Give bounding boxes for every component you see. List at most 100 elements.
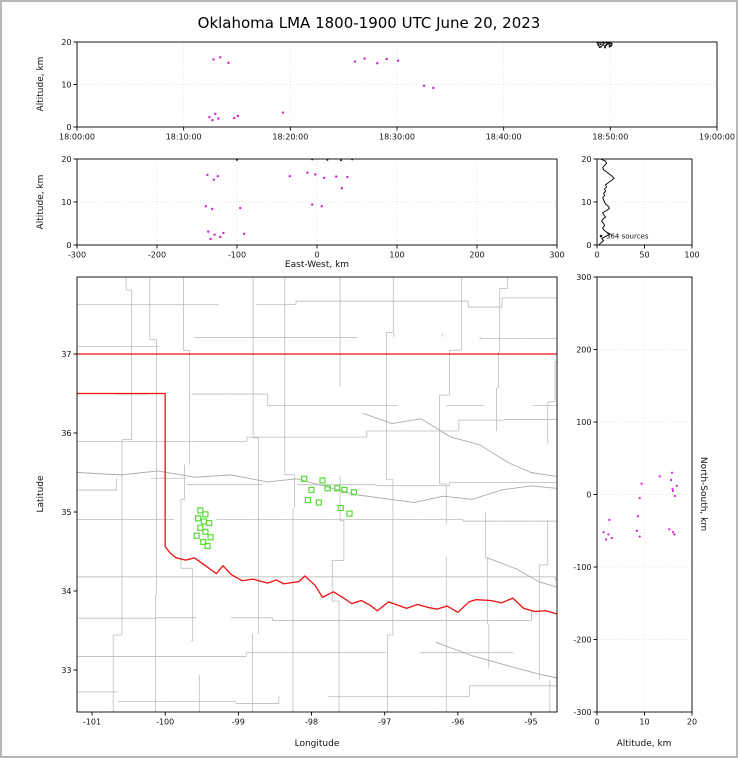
tick-label: -100 bbox=[156, 718, 174, 727]
source-dot bbox=[671, 487, 674, 490]
source-dot bbox=[636, 515, 639, 518]
tick-label: 20 bbox=[581, 155, 591, 164]
panel-content bbox=[208, 42, 613, 122]
panel-time_height: 18:00:00 18:10:00 18:20:00 18:30:00 18:40:00… bbox=[59, 38, 735, 142]
tick-label: 20 bbox=[61, 155, 71, 164]
source-dot bbox=[607, 42, 610, 45]
tick-label: 10 bbox=[61, 198, 71, 207]
panel-content bbox=[204, 159, 354, 241]
tick-label: 200 bbox=[576, 345, 591, 354]
tick-label: -98 bbox=[305, 718, 318, 727]
axis-ticks bbox=[73, 353, 532, 716]
tick-label: -300 bbox=[573, 708, 591, 717]
flash-marker bbox=[204, 542, 211, 550]
grid-lines bbox=[596, 276, 693, 713]
source-dot bbox=[219, 56, 222, 59]
source-dot bbox=[396, 59, 400, 62]
source-dot bbox=[668, 528, 671, 531]
flash-marker bbox=[337, 504, 344, 512]
tick-label: 10 bbox=[61, 80, 71, 89]
tick-label: 0 bbox=[586, 241, 591, 250]
panel-content: 364 sources bbox=[598, 159, 649, 245]
flash-marker bbox=[207, 534, 214, 541]
tick-label: 36 bbox=[61, 429, 71, 438]
source-count-trace bbox=[598, 159, 615, 245]
source-dot bbox=[213, 233, 216, 236]
axis-label-altitude-ns-panel: Altitude, km bbox=[616, 739, 672, 749]
source-dot bbox=[239, 206, 242, 210]
tick-label: -200 bbox=[148, 251, 166, 260]
source-dot bbox=[320, 205, 323, 208]
lma-sources bbox=[602, 471, 678, 541]
flash-marker bbox=[197, 524, 204, 531]
tick-label: 19:00:00 bbox=[699, 133, 735, 142]
tick-label: 100 bbox=[389, 251, 404, 260]
source-dot bbox=[640, 482, 643, 485]
source-dot bbox=[363, 57, 366, 60]
flash-marker bbox=[346, 510, 353, 517]
figure-title: Oklahoma LMA 1800-1900 UTC June 20, 2023 bbox=[197, 14, 541, 32]
panel-content bbox=[77, 277, 557, 712]
source-dot bbox=[340, 187, 343, 190]
source-dot bbox=[211, 207, 214, 211]
source-dot bbox=[635, 529, 639, 532]
panel-content bbox=[602, 471, 678, 541]
source-dot bbox=[608, 518, 611, 521]
source-dot bbox=[214, 112, 217, 116]
source-dot bbox=[602, 531, 605, 534]
tick-label: 33 bbox=[61, 666, 71, 675]
flash-marker bbox=[315, 499, 322, 506]
source-dot bbox=[604, 538, 608, 541]
source-dot bbox=[209, 237, 212, 241]
source-dot bbox=[232, 116, 236, 120]
sources-legend-dot bbox=[599, 234, 603, 238]
flash-marker bbox=[200, 538, 207, 546]
flash-marker bbox=[304, 497, 311, 504]
tick-label: 50 bbox=[639, 251, 649, 260]
flash-marker bbox=[194, 515, 202, 522]
tick-label: -300 bbox=[68, 251, 86, 260]
source-dot bbox=[288, 175, 291, 178]
flash-marker bbox=[324, 485, 331, 492]
tick-label: -97 bbox=[378, 718, 391, 727]
source-dot bbox=[376, 62, 379, 65]
source-dot bbox=[671, 531, 675, 534]
rivers bbox=[77, 412, 557, 679]
tick-labels: -300 -200 -100 0 100 200 300 0 10 20 bbox=[61, 155, 564, 260]
source-dot bbox=[217, 117, 220, 120]
tick-label: 0 bbox=[594, 718, 599, 727]
tick-label: -99 bbox=[232, 718, 245, 727]
flash-marker bbox=[202, 511, 209, 518]
flash-marker bbox=[193, 532, 200, 539]
tick-label: 100 bbox=[576, 418, 591, 427]
tick-label: 10 bbox=[581, 198, 591, 207]
source-dot bbox=[227, 61, 230, 65]
tick-label: 300 bbox=[549, 251, 564, 260]
source-dot bbox=[353, 60, 357, 63]
source-dot bbox=[219, 235, 222, 239]
tick-label: 18:30:00 bbox=[379, 133, 415, 142]
county-borders bbox=[77, 277, 557, 712]
flash-marker bbox=[200, 518, 208, 525]
source-dot bbox=[610, 42, 613, 45]
tick-label: 18:40:00 bbox=[486, 133, 522, 142]
source-dot bbox=[671, 489, 675, 492]
source-dot bbox=[314, 173, 317, 176]
source-dot bbox=[670, 478, 673, 482]
tick-labels: 0 50 100 0 10 20 bbox=[581, 155, 699, 260]
source-dot bbox=[385, 57, 388, 61]
panel-source_histogram: 364 sources 0 50 100 0 10 20 bbox=[581, 155, 699, 260]
source-dot bbox=[638, 497, 641, 500]
panel-map: -101 -100 -99 -98 -97 -96 -95 33 34 35 36 37 bbox=[61, 276, 558, 727]
flash-marker bbox=[319, 477, 326, 484]
tick-label: 0 bbox=[594, 251, 599, 260]
source-dot bbox=[212, 58, 215, 61]
source-dot bbox=[673, 494, 677, 498]
tick-labels: -101 -100 -99 -98 -97 -96 -95 33 34 35 36 37 bbox=[61, 350, 537, 727]
grid-lines bbox=[76, 158, 558, 246]
flash-marker bbox=[205, 519, 213, 527]
tick-label: 35 bbox=[61, 508, 71, 517]
flash-marker bbox=[202, 528, 209, 535]
source-dot bbox=[599, 43, 602, 46]
